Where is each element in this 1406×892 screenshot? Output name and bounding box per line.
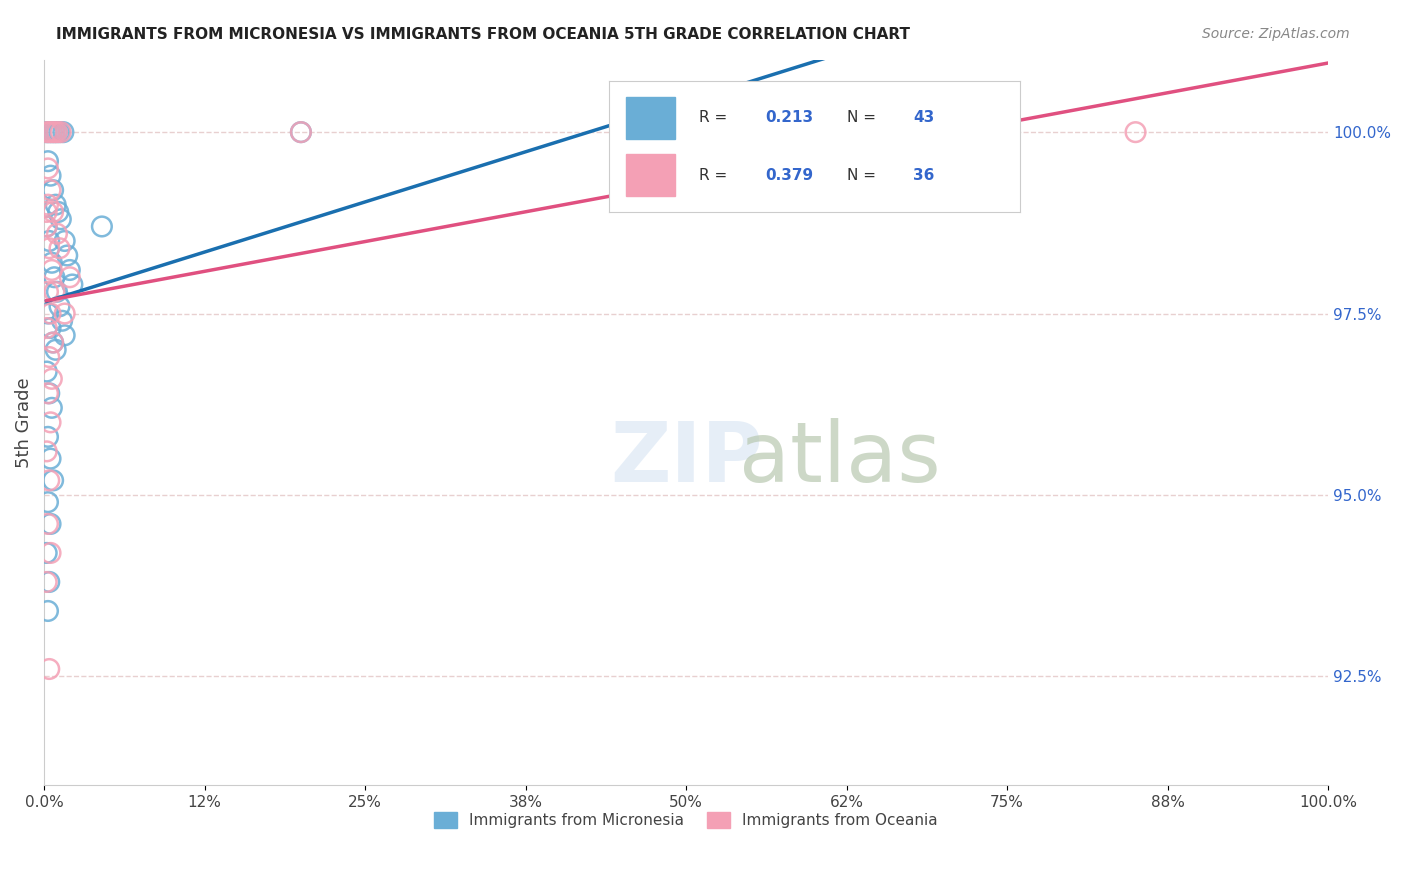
- Point: [37, 495, 59, 509]
- Point: [52, 125, 75, 139]
- Point: [38, 125, 60, 139]
- Point: [46, 227, 69, 241]
- Text: ZIP: ZIP: [610, 418, 762, 500]
- Point: [41, 256, 63, 270]
- Point: [53, 306, 76, 320]
- Point: [35, 219, 58, 234]
- Point: [45, 343, 67, 357]
- Point: [38, 474, 60, 488]
- Point: [290, 125, 312, 139]
- Point: [39, 546, 62, 560]
- Point: [46, 285, 69, 299]
- Point: [44, 125, 66, 139]
- Point: [42, 335, 65, 350]
- Point: [42, 335, 65, 350]
- Point: [48, 241, 70, 255]
- Point: [1125, 125, 1147, 139]
- Point: [38, 662, 60, 676]
- Point: [49, 125, 72, 139]
- Point: [41, 372, 63, 386]
- Point: [41, 263, 63, 277]
- Point: [35, 444, 58, 458]
- Point: [37, 154, 59, 169]
- Point: [39, 169, 62, 183]
- Point: [35, 125, 58, 139]
- Text: IMMIGRANTS FROM MICRONESIA VS IMMIGRANTS FROM OCEANIA 5TH GRADE CORRELATION CHAR: IMMIGRANTS FROM MICRONESIA VS IMMIGRANTS…: [56, 27, 910, 42]
- Point: [740, 125, 762, 139]
- Legend: Immigrants from Micronesia, Immigrants from Oceania: Immigrants from Micronesia, Immigrants f…: [426, 805, 946, 836]
- Y-axis label: 5th Grade: 5th Grade: [15, 377, 32, 467]
- Point: [46, 205, 69, 219]
- Point: [42, 183, 65, 197]
- Point: [35, 321, 58, 335]
- Point: [290, 125, 312, 139]
- Point: [38, 350, 60, 364]
- Point: [37, 197, 59, 211]
- Point: [37, 285, 59, 299]
- Point: [46, 125, 69, 139]
- Point: [37, 306, 59, 320]
- Point: [35, 205, 58, 219]
- Point: [53, 328, 76, 343]
- Point: [56, 248, 79, 262]
- Point: [42, 474, 65, 488]
- Point: [39, 451, 62, 466]
- Point: [37, 430, 59, 444]
- Point: [35, 546, 58, 560]
- Point: [48, 125, 70, 139]
- Point: [46, 125, 69, 139]
- Point: [37, 386, 59, 401]
- Point: [37, 516, 59, 531]
- Text: atlas: atlas: [740, 418, 941, 500]
- Point: [90, 219, 112, 234]
- Point: [39, 415, 62, 429]
- Point: [38, 234, 60, 248]
- Point: [38, 125, 60, 139]
- Point: [35, 365, 58, 379]
- Point: [59, 270, 82, 285]
- Point: [51, 314, 73, 328]
- Point: [35, 125, 58, 139]
- Point: [38, 386, 60, 401]
- Point: [37, 604, 59, 618]
- Point: [38, 241, 60, 255]
- Point: [35, 219, 58, 234]
- Point: [42, 205, 65, 219]
- Point: [39, 516, 62, 531]
- Point: [41, 401, 63, 415]
- Point: [39, 306, 62, 320]
- Point: [41, 125, 63, 139]
- Point: [39, 321, 62, 335]
- Point: [48, 299, 70, 313]
- Point: [44, 270, 66, 285]
- Point: [49, 212, 72, 227]
- Point: [38, 574, 60, 589]
- Point: [39, 183, 62, 197]
- Point: [37, 161, 59, 176]
- Point: [45, 197, 67, 211]
- Point: [35, 574, 58, 589]
- Point: [41, 125, 63, 139]
- Point: [44, 285, 66, 299]
- Point: [60, 277, 83, 292]
- Point: [53, 234, 76, 248]
- Point: [44, 125, 66, 139]
- Point: [59, 263, 82, 277]
- Text: Source: ZipAtlas.com: Source: ZipAtlas.com: [1202, 27, 1350, 41]
